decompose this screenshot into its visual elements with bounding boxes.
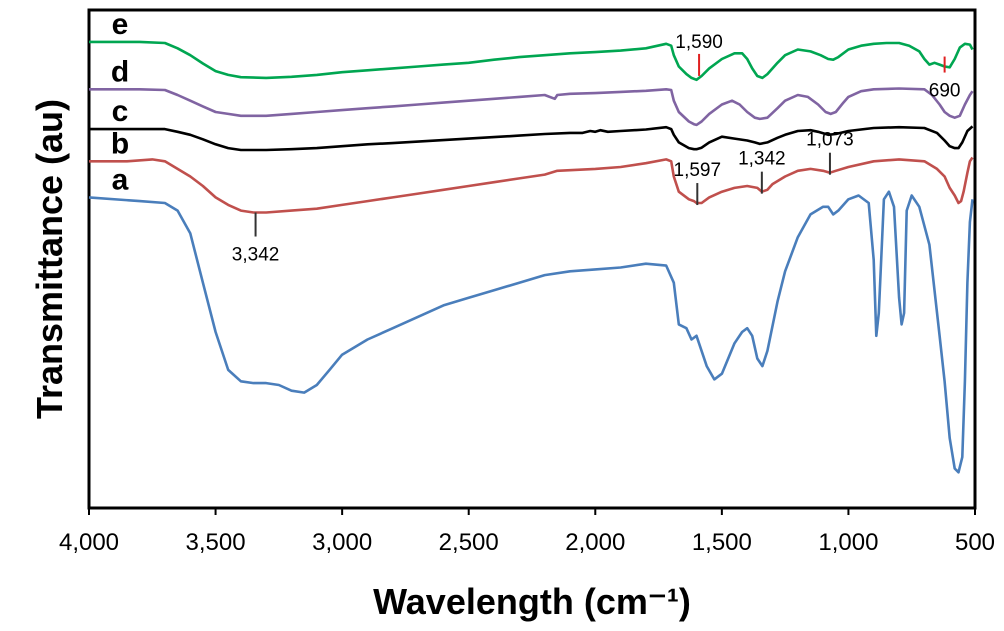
series-line-c — [89, 125, 974, 152]
series-line-b — [89, 156, 974, 214]
annotation-label-3: 1,073 — [806, 130, 854, 151]
y-axis-title: Transmittance (au) — [29, 99, 70, 419]
annotation-label-5: 690 — [929, 81, 961, 102]
x-tick-label-7: 500 — [955, 529, 995, 556]
curve-label-a: a — [112, 163, 129, 196]
x-tick-label-6: 1,000 — [818, 529, 878, 556]
plot-frame — [87, 8, 977, 510]
annotation-label-4: 1,590 — [675, 32, 723, 53]
annotation-label-2: 1,342 — [738, 149, 786, 170]
x-tick-label-1: 3,500 — [186, 529, 246, 556]
x-tick-label-2: 3,000 — [312, 529, 372, 556]
curve-label-d: d — [111, 55, 129, 88]
series-line-e — [89, 40, 974, 82]
curve-label-b: b — [111, 127, 129, 160]
x-tick-label-4: 2,000 — [565, 529, 625, 556]
series-line-a — [88, 190, 974, 474]
x-ticks-group: 4,000 3,500 3,000 2,500 2,000 1,500 1,000 500 — [59, 508, 995, 556]
series-line-d — [89, 87, 974, 127]
x-tick-label-0: 4,000 — [59, 529, 119, 556]
x-tick-label-5: 1,500 — [692, 529, 752, 556]
annotation-label-0: 3,342 — [232, 245, 280, 266]
curve-label-e: e — [112, 8, 129, 41]
curve-label-c: c — [112, 95, 129, 128]
x-tick-label-3: 2,500 — [439, 529, 499, 556]
annotations-group: 3,342 1,597 1,342 1,073 1,590 690 — [232, 32, 961, 266]
curves-group — [88, 40, 974, 474]
annotation-label-1: 1,597 — [674, 160, 722, 181]
x-axis-title: Wavelength (cm⁻¹) — [373, 581, 691, 622]
